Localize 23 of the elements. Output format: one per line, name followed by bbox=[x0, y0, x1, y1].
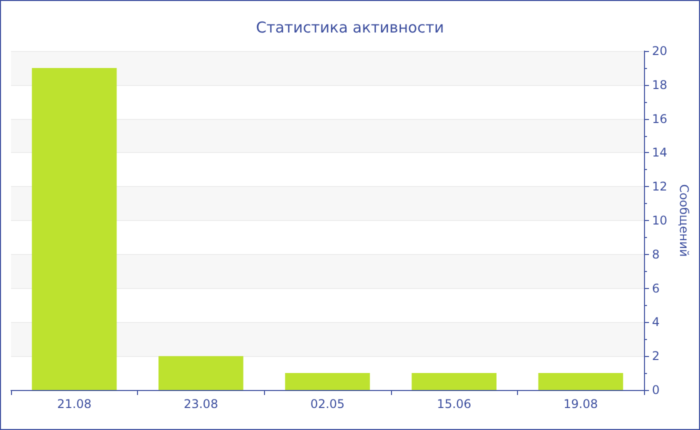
y-tick-label: 8 bbox=[652, 247, 660, 262]
x-tick-label: 02.05 bbox=[310, 397, 345, 411]
x-tick-label: 21.08 bbox=[57, 397, 92, 411]
y-tick-label: 20 bbox=[652, 44, 668, 58]
y-tick-label: 18 bbox=[652, 78, 668, 92]
y-tick-label: 12 bbox=[652, 180, 668, 194]
bar bbox=[285, 373, 370, 390]
y-tick-label: 10 bbox=[652, 214, 668, 228]
bar bbox=[158, 356, 244, 390]
x-tick-label: 15.06 bbox=[436, 397, 472, 411]
x-tick-label: 23.08 bbox=[184, 397, 218, 411]
x-tick-label: 19.08 bbox=[564, 397, 598, 411]
y-tick-label: 16 bbox=[652, 112, 668, 126]
y-tick-label: 0 bbox=[652, 383, 660, 397]
y-axis-title: Сообщений bbox=[677, 184, 692, 257]
bar bbox=[32, 68, 117, 390]
y-tick-label: 6 bbox=[652, 281, 660, 296]
y-tick-label: 4 bbox=[652, 315, 660, 330]
bar bbox=[538, 373, 624, 390]
chart-title: Статистика активности bbox=[256, 18, 444, 36]
y-tick-label: 14 bbox=[652, 146, 668, 160]
y-tick-label: 2 bbox=[652, 349, 660, 364]
bar bbox=[412, 373, 497, 390]
